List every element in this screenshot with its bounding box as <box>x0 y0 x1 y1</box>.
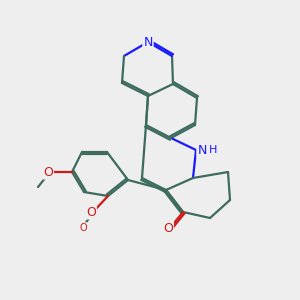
Text: N: N <box>143 35 153 49</box>
Text: O: O <box>79 223 87 233</box>
Text: O: O <box>86 206 96 218</box>
Text: O: O <box>163 221 173 235</box>
Text: N: N <box>197 143 207 157</box>
Text: O: O <box>43 166 53 178</box>
Text: H: H <box>209 145 217 155</box>
